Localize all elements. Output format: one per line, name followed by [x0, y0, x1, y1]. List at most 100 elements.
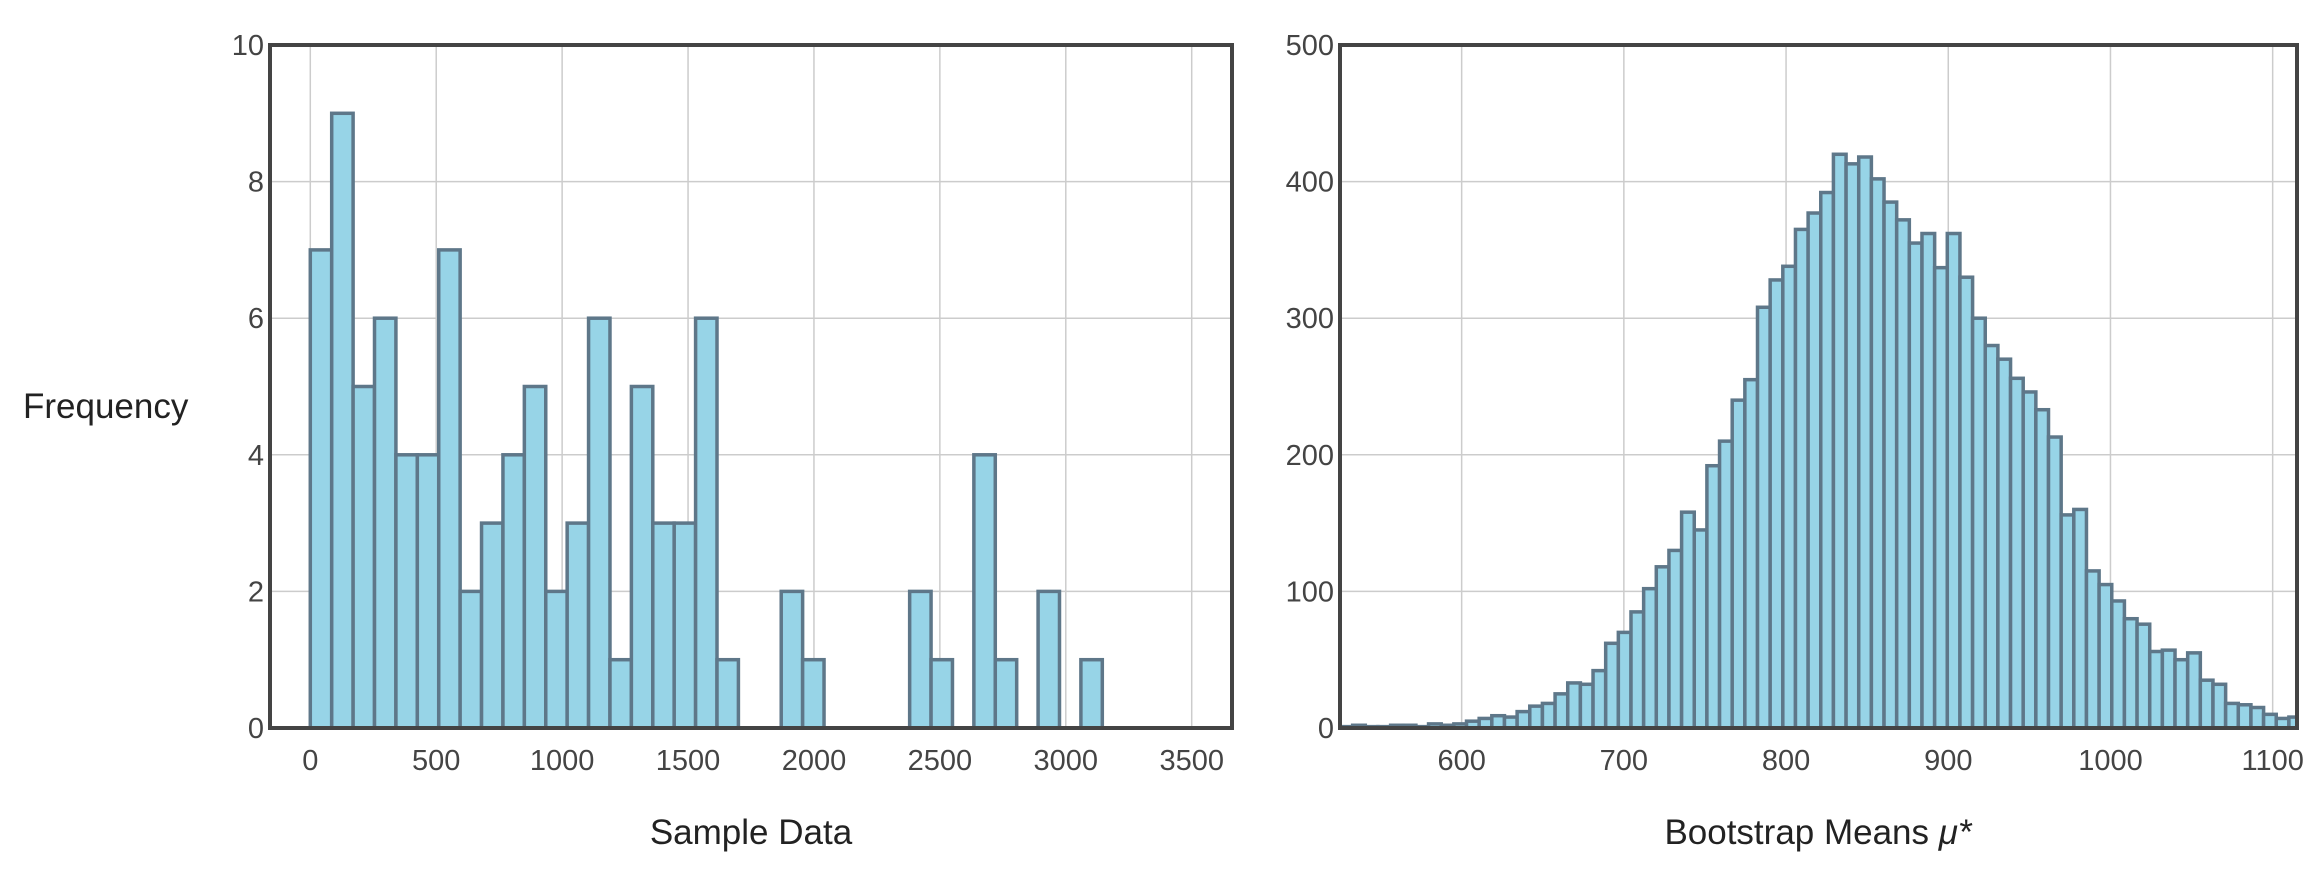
bootstrap-means-bar-37	[1806, 211, 1823, 730]
sample-data-x-tick-label: 0	[302, 745, 318, 777]
bootstrap-means-bar-60	[2097, 582, 2114, 730]
sample-data-y-tick-label: 8	[248, 167, 264, 199]
sample-data-bar-14	[586, 316, 612, 730]
bootstrap-means-bar-51	[1983, 343, 2000, 730]
bootstrap-means-bar-32	[1743, 377, 1760, 730]
bootstrap-means-bar-25	[1654, 565, 1671, 730]
bootstrap-means-bar-38	[1819, 190, 1836, 730]
bootstrap-means-x-tick-label: 800	[1762, 745, 1810, 777]
bootstrap-means-bar-33	[1755, 305, 1772, 730]
bootstrap-means-bar-36	[1793, 227, 1810, 730]
bootstrap-means-bar-46	[1920, 231, 1937, 730]
bootstrap-means-bar-64	[2147, 649, 2165, 730]
sample-data-bar-6	[415, 453, 441, 730]
sample-data-bar-2	[329, 111, 355, 730]
sample-data-bar-24	[800, 657, 826, 730]
sample-data-bar-11	[522, 384, 548, 730]
bootstrap-means-bar-14	[1515, 709, 1532, 730]
sample-data-bar-5	[394, 453, 420, 730]
bootstrap-means-bar-52	[1996, 357, 2013, 730]
bootstrap-means-bar-42	[1869, 177, 1886, 730]
sample-data-bar-15	[608, 657, 634, 730]
bootstrap-means-bar-41	[1856, 155, 1874, 730]
sample-data-bar-30	[929, 657, 955, 730]
bootstrap-means-bar-58	[2072, 507, 2089, 730]
bootstrap-means-bar-59	[2084, 569, 2101, 730]
bootstrap-means-bar-70	[2223, 701, 2241, 730]
bootstrap-means-bar-49	[1958, 275, 1975, 730]
bootstrap-means-bar-40	[1844, 162, 1861, 730]
sample-data-x-tick-label: 500	[412, 745, 460, 777]
bootstrap-means-bar-67	[2185, 651, 2203, 730]
bootstrap-means-plot-frame	[1338, 43, 2299, 730]
sample-data-x-tick-label: 3500	[1159, 745, 1224, 777]
sample-data-x-tick-labels: 0 500 1000 1500 2000 2500 3000 3500	[302, 745, 1224, 777]
sample-data-bar-35	[1036, 589, 1062, 730]
bootstrap-means-bar-43	[1882, 200, 1899, 730]
sample-data-bar-10	[501, 453, 527, 730]
sample-data-bar-32	[972, 453, 998, 730]
bootstrap-means-bar-69	[2211, 682, 2228, 730]
bootstrap-means-bar-31	[1730, 398, 1747, 730]
bootstrap-means-bar-18	[1565, 681, 1583, 730]
bootstrap-means-bar-22	[1616, 630, 1633, 730]
frequency-y-axis-title: Frequency	[23, 387, 189, 426]
bootstrap-means-bar-50	[1970, 316, 1987, 730]
bootstrap-means-y-tick-label: 0	[1318, 713, 1334, 745]
bootstrap-means-bar-26	[1667, 548, 1684, 730]
bootstrap-means-x-tick-label: 1100	[2241, 745, 2303, 777]
sample-data-bar-12	[544, 589, 569, 730]
bootstrap-means-bar-65	[2160, 648, 2177, 730]
bootstrap-means-bar-47	[1932, 265, 1950, 730]
sample-data-bar-29	[907, 589, 933, 730]
bootstrap-means-bar-39	[1831, 152, 1848, 730]
bootstrap-means-bar-29	[1705, 463, 1722, 730]
sample-data-bar-13	[565, 521, 591, 730]
bootstrap-means-x-tick-label: 700	[1600, 745, 1648, 777]
sample-data-y-tick-label: 0	[248, 713, 264, 745]
bootstrap-means-x-axis-title-text: Bootstrap Means	[1664, 813, 1938, 852]
sample-data-bar-4	[372, 316, 398, 730]
bootstrap-means-bar-56	[2046, 435, 2063, 730]
sample-data-y-tick-labels: 0 2 4 6 8 10	[232, 30, 264, 745]
bootstrap-means-y-tick-label: 500	[1286, 30, 1334, 62]
bootstrap-means-bar-62	[2122, 616, 2139, 730]
bootstrap-means-bar-34	[1768, 278, 1785, 730]
sample-data-bar-3	[351, 384, 377, 730]
sample-data-x-tick-label: 3000	[1034, 745, 1099, 777]
bootstrap-means-histogram: 600 700 800 900 1000 1100 0 100 200 300 400 500 Bo…	[1286, 30, 2304, 852]
bootstrap-means-y-tick-label: 300	[1286, 303, 1334, 335]
sample-data-histogram: 0 500 1000 1500 2000 2500 3000 3500 0 2 4 6 8 10 Sam…	[23, 30, 1234, 852]
sample-data-x-tick-label: 1500	[656, 745, 721, 777]
sample-data-bar-33	[993, 657, 1019, 730]
bootstrap-means-bar-61	[2110, 599, 2127, 730]
sample-data-y-tick-label: 4	[248, 440, 264, 472]
bootstrap-means-bar-45	[1907, 241, 1924, 730]
bootstrap-means-y-tick-labels: 0 100 200 300 400 500	[1286, 30, 1334, 745]
sample-data-y-tick-label: 6	[248, 303, 264, 335]
sample-data-x-tick-label: 2000	[782, 745, 847, 777]
sample-data-y-tick-label: 10	[232, 30, 264, 62]
bootstrap-means-bar-68	[2198, 678, 2215, 730]
bootstrap-means-y-tick-label: 100	[1286, 576, 1334, 608]
bootstrap-means-y-tick-label: 400	[1286, 167, 1334, 199]
bootstrap-means-bar-17	[1553, 692, 1570, 730]
sample-data-bar-19	[693, 316, 719, 730]
sample-data-bar-16	[629, 384, 655, 730]
bootstrap-means-x-axis-title: Bootstrap Means μ*	[1664, 813, 1972, 852]
bootstrap-means-bar-21	[1603, 641, 1621, 730]
sample-data-bars	[287, 111, 1234, 730]
bootstrap-means-bar-57	[2059, 513, 2076, 730]
sample-data-bar-8	[458, 589, 484, 730]
sample-data-bar-37	[1079, 657, 1105, 730]
bootstrap-means-bar-55	[2034, 407, 2051, 730]
bootstrap-means-bar-35	[1781, 264, 1798, 730]
bootstrap-means-bar-23	[1629, 610, 1646, 730]
bootstrap-means-bar-19	[1578, 682, 1595, 730]
bootstrap-means-bar-24	[1641, 586, 1659, 730]
sample-data-bar-23	[779, 589, 805, 730]
bootstrap-means-bar-73	[2261, 712, 2278, 730]
sample-data-x-axis-title: Sample Data	[650, 813, 853, 852]
sample-data-bar-1	[308, 248, 334, 730]
mu-star-symbol: μ*	[1938, 813, 1973, 852]
